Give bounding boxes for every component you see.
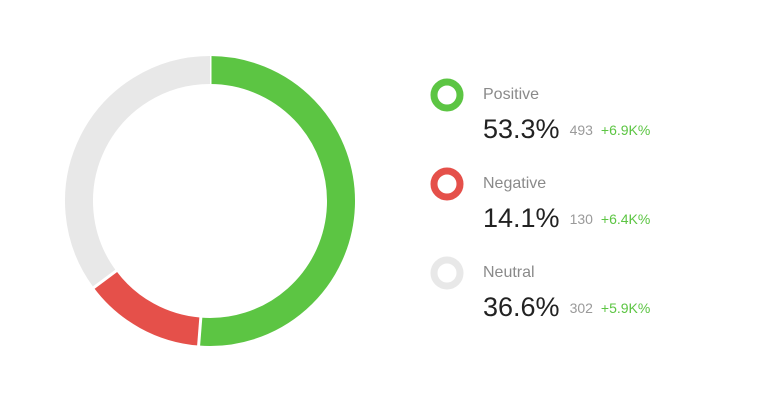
legend-label: Positive xyxy=(483,86,539,103)
legend-marker xyxy=(430,167,464,201)
legend-stats: 53.3% 493 +6.9K% xyxy=(483,114,650,144)
legend-change: +6.4K% xyxy=(601,211,650,227)
donut-segment xyxy=(65,56,211,288)
legend-label: Neutral xyxy=(483,264,535,281)
legend-change: +6.9K% xyxy=(601,122,650,138)
segment-gap xyxy=(196,315,203,348)
donut-segment xyxy=(93,270,202,346)
legend-change: +5.9K% xyxy=(601,300,650,316)
segment-gap xyxy=(91,268,119,291)
legend-stats: 14.1% 130 +6.4K% xyxy=(483,203,650,233)
legend-count: 493 xyxy=(570,122,594,138)
legend-percent: 14.1% xyxy=(483,203,560,233)
legend-marker xyxy=(430,256,464,290)
legend-count: 130 xyxy=(570,211,594,227)
legend-percent: 36.6% xyxy=(483,292,560,322)
legend-percent: 53.3% xyxy=(483,114,560,144)
legend-stats: 36.6% 302 +5.9K% xyxy=(483,292,650,322)
legend-marker xyxy=(430,78,464,112)
donut-segment xyxy=(198,56,355,346)
legend-count: 302 xyxy=(570,300,594,316)
legend-label: Negative xyxy=(483,175,546,192)
